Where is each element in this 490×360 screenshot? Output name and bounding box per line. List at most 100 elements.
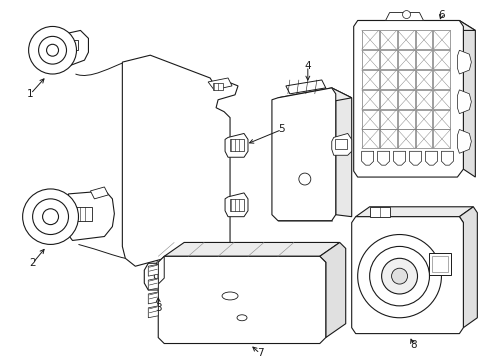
Circle shape [28, 26, 76, 74]
Polygon shape [362, 130, 379, 148]
Polygon shape [278, 98, 332, 221]
Polygon shape [380, 110, 396, 129]
Polygon shape [65, 191, 114, 240]
Polygon shape [393, 151, 406, 165]
Polygon shape [362, 90, 379, 109]
Polygon shape [433, 256, 448, 272]
Polygon shape [457, 50, 471, 74]
Text: 8: 8 [410, 341, 417, 351]
Polygon shape [213, 83, 223, 90]
Polygon shape [208, 78, 232, 90]
Polygon shape [286, 80, 326, 94]
Circle shape [47, 44, 58, 56]
Polygon shape [380, 70, 396, 89]
Circle shape [39, 36, 67, 64]
Text: 7: 7 [257, 348, 263, 359]
Polygon shape [460, 21, 475, 177]
Polygon shape [278, 88, 352, 108]
Text: 1: 1 [27, 89, 34, 99]
Polygon shape [58, 30, 89, 66]
Circle shape [299, 173, 311, 185]
Polygon shape [397, 90, 415, 109]
Text: 5: 5 [279, 125, 285, 135]
Polygon shape [416, 30, 433, 49]
Text: 3: 3 [155, 303, 162, 313]
Polygon shape [362, 70, 379, 89]
Polygon shape [416, 50, 433, 69]
Polygon shape [272, 88, 336, 221]
Polygon shape [74, 207, 93, 221]
Circle shape [403, 10, 411, 18]
Polygon shape [362, 50, 379, 69]
Polygon shape [457, 90, 471, 114]
Polygon shape [158, 256, 164, 284]
Polygon shape [425, 151, 438, 165]
Polygon shape [380, 30, 396, 49]
Polygon shape [460, 207, 477, 328]
Polygon shape [416, 110, 433, 129]
Polygon shape [135, 70, 205, 263]
Circle shape [23, 189, 78, 244]
Polygon shape [416, 90, 433, 109]
Polygon shape [416, 130, 433, 148]
Polygon shape [362, 151, 374, 165]
Polygon shape [225, 134, 248, 157]
Polygon shape [434, 50, 450, 69]
Polygon shape [65, 40, 78, 50]
Polygon shape [410, 151, 421, 165]
Polygon shape [335, 139, 347, 149]
Polygon shape [441, 151, 453, 165]
Circle shape [369, 246, 429, 306]
Polygon shape [158, 256, 326, 343]
Ellipse shape [237, 315, 247, 321]
Circle shape [382, 258, 417, 294]
Polygon shape [457, 130, 471, 153]
Text: 4: 4 [304, 61, 311, 71]
Polygon shape [434, 110, 450, 129]
Polygon shape [397, 30, 415, 49]
Polygon shape [434, 130, 450, 148]
Polygon shape [164, 242, 340, 256]
Text: 2: 2 [29, 258, 36, 268]
Polygon shape [397, 110, 415, 129]
Polygon shape [380, 90, 396, 109]
Polygon shape [356, 207, 473, 217]
Polygon shape [362, 110, 379, 129]
Polygon shape [230, 139, 244, 151]
Polygon shape [156, 258, 170, 264]
Ellipse shape [222, 292, 238, 300]
Polygon shape [122, 55, 238, 280]
Polygon shape [416, 70, 433, 89]
Polygon shape [369, 207, 390, 217]
Polygon shape [434, 90, 450, 109]
Polygon shape [434, 30, 450, 49]
Polygon shape [362, 30, 379, 49]
Polygon shape [225, 193, 248, 217]
Text: 6: 6 [438, 10, 445, 19]
Circle shape [33, 199, 69, 234]
Circle shape [358, 234, 441, 318]
Polygon shape [91, 187, 108, 199]
Polygon shape [320, 242, 346, 338]
Polygon shape [148, 306, 158, 318]
Polygon shape [434, 70, 450, 89]
Polygon shape [354, 21, 464, 177]
Polygon shape [332, 88, 352, 217]
Polygon shape [397, 70, 415, 89]
Ellipse shape [154, 271, 168, 281]
Polygon shape [397, 50, 415, 69]
Polygon shape [144, 263, 178, 290]
Polygon shape [378, 151, 390, 165]
Polygon shape [397, 130, 415, 148]
Polygon shape [352, 217, 464, 334]
Circle shape [43, 209, 58, 225]
Polygon shape [380, 50, 396, 69]
Polygon shape [429, 253, 451, 275]
Polygon shape [148, 292, 158, 304]
Polygon shape [358, 21, 475, 30]
Polygon shape [148, 278, 158, 290]
Polygon shape [230, 199, 244, 211]
Polygon shape [386, 13, 423, 21]
Polygon shape [332, 134, 352, 155]
Polygon shape [380, 130, 396, 148]
